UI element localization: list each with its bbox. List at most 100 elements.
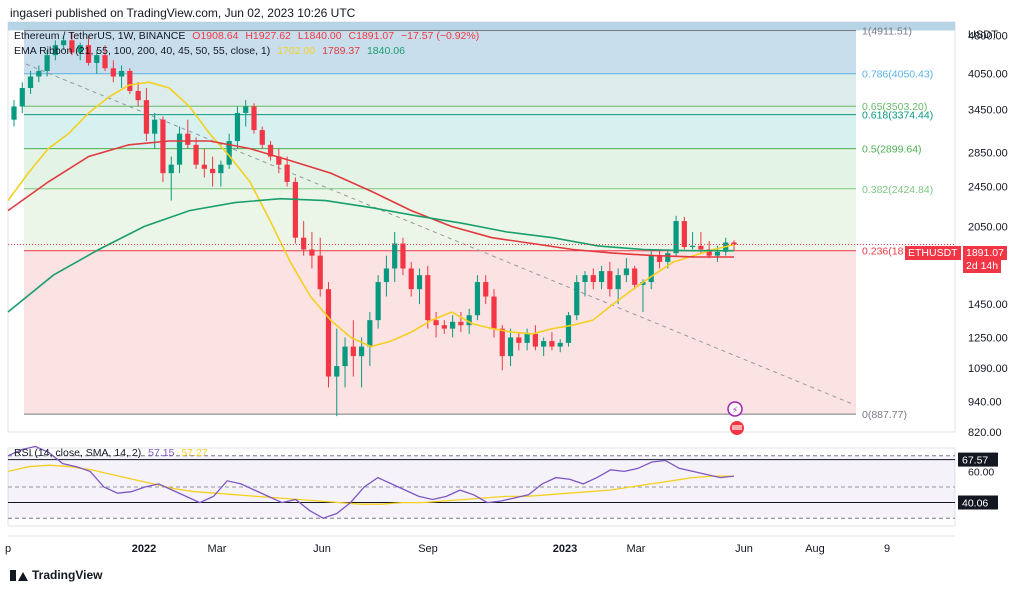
time-tick-label: p: [5, 543, 11, 555]
candle-body: [408, 268, 414, 290]
candle-body: [61, 40, 67, 46]
tradingview-icon: [10, 569, 28, 581]
fib-label-1: 1(4911.51): [862, 25, 912, 37]
candle-body: [19, 88, 25, 107]
candle-body: [698, 245, 704, 250]
fib-zone-0.65: [24, 106, 856, 115]
candle-body: [226, 141, 232, 165]
candle-body: [450, 321, 456, 329]
legend-ema-label: EMA Ribbon (21, 55, 100, 200, 40, 45, 50…: [14, 45, 271, 57]
time-tick-label: Mar: [208, 543, 227, 555]
rsi-marker-label: 67.57: [962, 455, 988, 467]
candle-body: [110, 68, 116, 77]
price-tick-label: 2050.00: [968, 221, 1008, 233]
fib-label-0.618: 0.618(3374.44): [862, 110, 933, 122]
candle-body: [416, 275, 423, 290]
price-tag-countdown: 2d 14h: [963, 259, 1002, 273]
candle-body: [731, 242, 737, 245]
candle-body: [342, 346, 348, 367]
rsi-tick-label: 60.00: [968, 466, 994, 478]
candle-body: [36, 70, 42, 77]
candle-body: [325, 289, 332, 377]
tradingview-logo[interactable]: TradingView: [10, 568, 102, 582]
fib-zone-0.236: [24, 250, 856, 415]
rsi-marker-box: [958, 452, 998, 467]
price-tick-label: 820.00: [968, 427, 1002, 439]
price-tag-price: 1891.07: [963, 246, 1007, 260]
legend-low: L1840.00: [297, 30, 342, 42]
ema-slow-line: [7, 197, 734, 313]
candle-body: [665, 253, 671, 262]
candle-body: [532, 333, 538, 347]
candle-body: [582, 275, 588, 283]
time-tick-label: 2023: [553, 543, 577, 555]
candle-body: [267, 144, 274, 157]
candle-body: [243, 106, 249, 113]
candle-body: [541, 341, 547, 347]
candle-body: [77, 45, 83, 53]
candle-body: [201, 164, 207, 169]
price-tick-label: 940.00: [968, 396, 1002, 408]
price-tick-label: 1450.00: [968, 299, 1008, 311]
candle-body: [317, 255, 323, 290]
rsi-line: [7, 445, 735, 519]
candle-body: [524, 333, 530, 343]
candle-body: [210, 168, 216, 174]
fib-label-0.236: 0.236(18: [862, 246, 904, 258]
time-tick-label: Mar: [627, 543, 646, 555]
fib-label-0.382: 0.382(2424.84): [862, 184, 933, 196]
candle-body: [648, 255, 654, 283]
candle-body: [598, 271, 605, 283]
time-tick-label: Jun: [735, 543, 753, 555]
candle-body: [491, 296, 497, 329]
time-tick-label: Sep: [418, 543, 438, 555]
candle-body: [425, 275, 431, 321]
fib-label-0: 0(887.77): [862, 409, 907, 421]
candle-body: [44, 55, 50, 71]
candle-body: [118, 70, 125, 77]
candle-body: [185, 133, 191, 145]
lightning-glyph: ⚡: [732, 406, 738, 416]
candle-body: [94, 55, 100, 63]
candle-body: [549, 341, 555, 347]
candle-body: [681, 221, 687, 248]
candle-body: [11, 106, 17, 120]
rsi-marker-box: [958, 495, 998, 510]
price-tick-label: 2450.00: [968, 181, 1008, 193]
candle-body: [85, 45, 92, 63]
time-tick-label: Aug: [805, 543, 825, 555]
candle-body: [375, 282, 381, 321]
candle-body: [152, 119, 158, 134]
fib-zone-1: [24, 30, 856, 74]
candle-body: [284, 164, 290, 182]
legend-rsi-label: RSI (14, close, SMA, 14, 2): [14, 447, 142, 459]
footer-brand: TradingView: [32, 568, 103, 582]
candle-body: [251, 106, 257, 131]
price-tick-label: 3450.00: [968, 105, 1008, 117]
candle-body: [52, 45, 58, 56]
fib-label-0.786: 0.786(4050.43): [862, 69, 933, 81]
price-tick-label: 2850.00: [968, 148, 1008, 160]
legend-high: H1927.62: [245, 30, 291, 42]
rsi-ma-line: [7, 464, 734, 505]
publish-line: ingaseri published on TradingView.com, J…: [10, 6, 356, 20]
candle-body: [292, 181, 298, 238]
candle-body: [383, 268, 390, 283]
time-tick-label: 9: [884, 543, 890, 555]
candle-body: [565, 315, 572, 343]
fib-zone-top: [8, 22, 955, 31]
legend-ema-val-2: 1789.37: [322, 45, 361, 57]
candle-body: [640, 282, 646, 285]
rsi-marker-label: 40.06: [962, 498, 988, 510]
candle-body: [516, 337, 522, 343]
candle-body: [433, 320, 439, 326]
us-flag-stripe: [732, 425, 742, 430]
candle-body: [623, 268, 630, 276]
legend-open: O1908.64: [192, 30, 239, 42]
candle-body: [673, 221, 679, 254]
axis-currency: USDT: [968, 29, 998, 41]
candle-body: [176, 133, 183, 165]
candle-body: [143, 100, 150, 134]
fib-label-0.5: 0.5(2899.64): [862, 144, 922, 156]
